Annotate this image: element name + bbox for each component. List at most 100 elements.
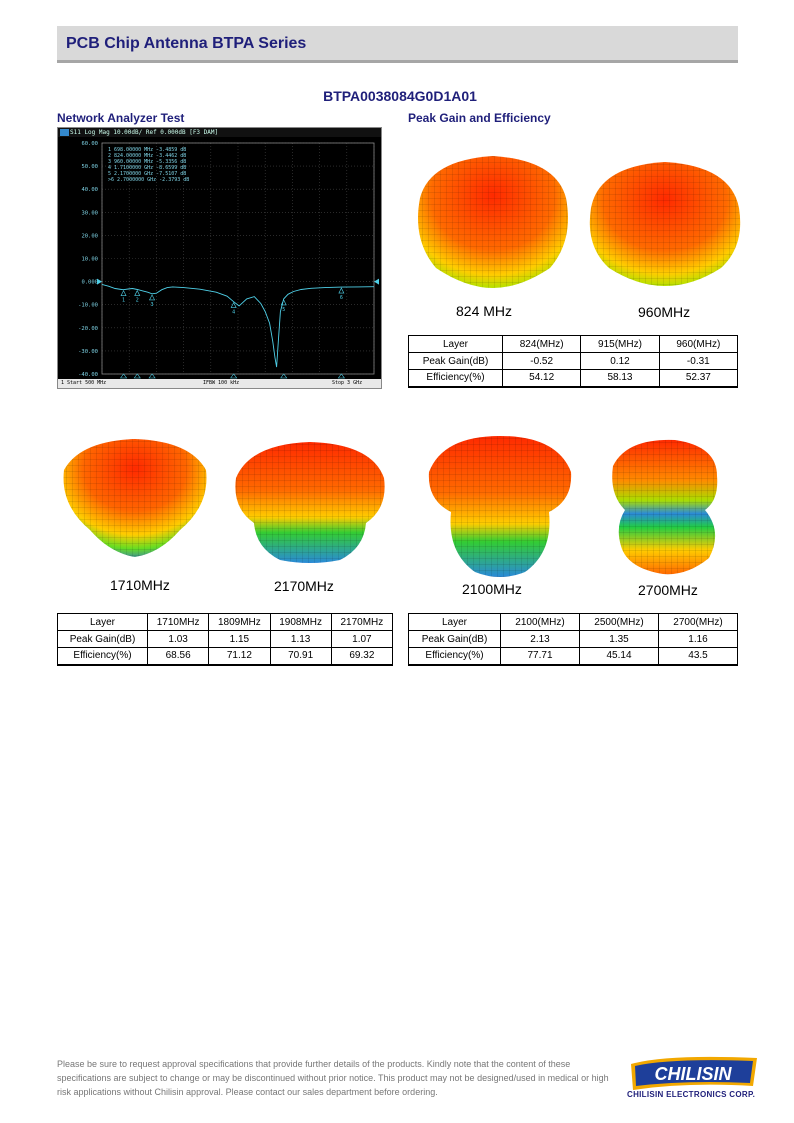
table-cell: 58.13 xyxy=(580,369,660,388)
y-tick-label: 0.000 xyxy=(81,280,98,286)
na-stop: Stop 3 GHz xyxy=(332,380,363,386)
freq-label-2700: 2700MHz xyxy=(638,582,698,598)
network-analyzer-screen: S11 Log Mag 10.00dB/ Ref 0.000dB [F3 DAM… xyxy=(57,127,382,389)
marker-axis-tick xyxy=(119,373,128,379)
marker-point xyxy=(134,289,141,296)
table-mid-band: Layer 1710MHz 1809MHz 1908MHz 2170MHz Pe… xyxy=(57,613,394,666)
table-cell: 52.37 xyxy=(658,369,739,388)
table-row: Efficiency(%) 54.12 58.13 52.37 xyxy=(408,369,739,388)
marker-label: 1 xyxy=(122,298,125,304)
table-cell: Layer xyxy=(57,613,148,631)
marker-axis-tick xyxy=(148,373,156,379)
table-cell: 2100(MHz) xyxy=(500,613,580,631)
y-tick-label: -20.00 xyxy=(78,326,98,332)
freq-label-1710: 1710MHz xyxy=(110,577,170,593)
logo-text: CHILISIN xyxy=(654,1064,732,1084)
table-cell: 1908MHz xyxy=(269,613,332,631)
freq-label-960: 960MHz xyxy=(638,304,691,320)
marker-point xyxy=(149,294,156,301)
table-cell: 915(MHz) xyxy=(580,335,660,353)
table-cell: -0.31 xyxy=(658,352,739,370)
table-cell: 1.03 xyxy=(146,630,210,648)
table-cell: 824(MHz) xyxy=(501,335,582,353)
table-cell: 960(MHz) xyxy=(658,335,739,353)
table-row: Efficiency(%) 77.71 45.14 43.5 xyxy=(408,647,738,666)
table-cell: 54.12 xyxy=(501,369,582,388)
series-line-s11 xyxy=(101,283,375,368)
table-row: Peak Gain(dB) 2.13 1.35 1.16 xyxy=(408,630,738,648)
table-cell: 77.71 xyxy=(500,647,580,666)
table-cell: 45.14 xyxy=(579,647,659,666)
y-tick-label: -40.00 xyxy=(78,372,98,378)
plot-frame xyxy=(101,142,375,375)
marker-label: 4 xyxy=(232,310,235,316)
freq-label-824: 824 MHz xyxy=(456,303,513,319)
table-cell: 1809MHz xyxy=(208,613,271,631)
page-title: PCB Chip Antenna BTPA Series xyxy=(66,35,307,52)
table-cell: 69.32 xyxy=(330,647,394,666)
marker-point xyxy=(230,301,237,308)
table-cell: Efficiency(%) xyxy=(57,647,148,666)
marker-readout: 3 960.00000 MHz -5.3356 dB xyxy=(108,159,186,165)
y-tick-label: 30.00 xyxy=(81,210,98,216)
header-bar: PCB Chip Antenna BTPA Series xyxy=(57,26,738,63)
table-row: Layer 1710MHz 1809MHz 1908MHz 2170MHz xyxy=(57,613,394,631)
na-start: 1 Start 500 MHz xyxy=(61,380,107,386)
marker-point xyxy=(280,299,287,306)
y-tick-label: 10.00 xyxy=(81,257,98,263)
table-cell: 71.12 xyxy=(208,647,271,666)
table-cell: 1.13 xyxy=(269,630,332,648)
table-cell: 1.07 xyxy=(330,630,394,648)
freq-label-2170: 2170MHz xyxy=(274,578,334,594)
table-cell: 2170MHz xyxy=(330,613,394,631)
y-tick-label: -30.00 xyxy=(78,349,98,355)
table-cell: 1.16 xyxy=(658,630,738,648)
table-row: Peak Gain(dB) 1.03 1.15 1.13 1.07 xyxy=(57,630,394,648)
peak-gain-heading: Peak Gain and Efficiency xyxy=(408,111,551,125)
table-cell: 2500(MHz) xyxy=(579,613,659,631)
marker-axis-tick xyxy=(133,373,141,379)
na-header: S11 Log Mag 10.00dB/ Ref 0.000dB [F3 DAM… xyxy=(58,128,381,137)
marker-label: 3 xyxy=(151,302,154,308)
marker-readout: 2 824.00000 MHz -3.4462 dB xyxy=(108,153,186,159)
table-cell: 1.15 xyxy=(208,630,271,648)
chilisin-logo: CHILISIN xyxy=(631,1056,757,1090)
y-tick-label: -10.00 xyxy=(78,303,98,309)
pattern-2100-image xyxy=(428,436,572,577)
table-high-band: Layer 2100(MHz) 2500(MHz) 2700(MHz) Peak… xyxy=(408,613,738,666)
marker-axis-tick xyxy=(230,373,238,379)
table-cell: Efficiency(%) xyxy=(408,369,503,388)
marker-readout: 4 1.7100000 GHz -8.6599 dB xyxy=(108,165,186,171)
marker-label: 5 xyxy=(282,307,285,313)
pattern-824-image xyxy=(418,156,568,288)
marker-axis-tick xyxy=(280,373,288,379)
table-cell: Peak Gain(dB) xyxy=(408,352,503,370)
table-row: Layer 2100(MHz) 2500(MHz) 2700(MHz) xyxy=(408,613,738,631)
marker-label: 2 xyxy=(136,298,139,304)
y-tick-label: 50.00 xyxy=(81,164,98,170)
footer-disclaimer: Please be sure to request approval speci… xyxy=(57,1059,609,1097)
table-cell: Peak Gain(dB) xyxy=(57,630,148,648)
table-cell: -0.52 xyxy=(501,352,582,370)
na-footer: 1 Start 500 MHz IFBW 100 kHz Stop 3 GHz xyxy=(58,379,381,388)
table-cell: 68.56 xyxy=(146,647,210,666)
marker-readout: 1 698.00000 MHz -3.4859 dB xyxy=(108,147,186,153)
table-row: Layer 824(MHz) 915(MHz) 960(MHz) xyxy=(408,335,739,353)
table-row: Peak Gain(dB) -0.52 0.12 -0.31 xyxy=(408,352,739,370)
ref-arrow-left xyxy=(97,278,102,285)
table-cell: 0.12 xyxy=(580,352,660,370)
y-tick-label: 40.00 xyxy=(81,187,98,193)
na-ifbw: IFBW 100 kHz xyxy=(203,380,240,386)
part-number: BTPA0038084G0D1A01 xyxy=(323,88,477,104)
y-tick-label: 60.00 xyxy=(81,141,98,147)
ref-arrow-right xyxy=(374,278,379,285)
marker-point xyxy=(120,289,127,296)
freq-label-2100: 2100MHz xyxy=(462,581,522,597)
marker-axis-tick xyxy=(337,373,345,379)
pattern-960-image xyxy=(589,162,741,286)
table-cell: Peak Gain(dB) xyxy=(408,630,501,648)
trace-tag xyxy=(60,129,69,136)
marker-label: 6 xyxy=(340,295,343,301)
y-tick-label: 20.00 xyxy=(81,233,98,239)
marker-readout: 5 2.1700000 GHz -7.5107 dB xyxy=(108,171,186,177)
